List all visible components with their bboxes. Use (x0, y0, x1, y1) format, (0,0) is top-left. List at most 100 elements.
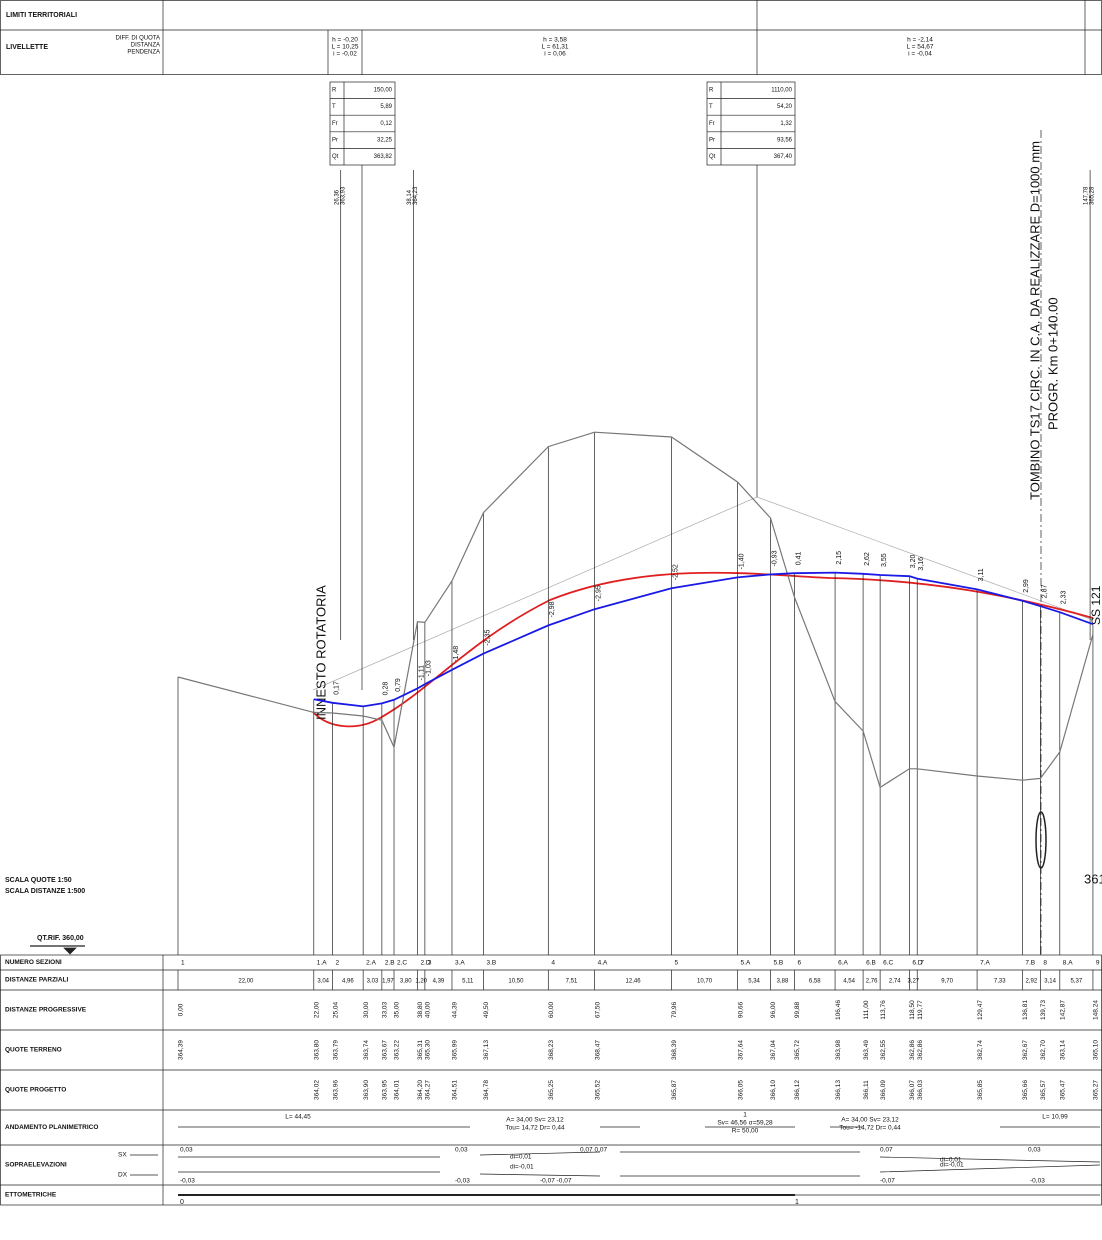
progressive-distance: 139,73 (1040, 1000, 1047, 1020)
gradient-value: L = 10,25 (331, 44, 358, 51)
ground-elevation: 368,23 (548, 1040, 555, 1060)
section-number: 8.A (1063, 960, 1073, 967)
section-number: 2.C (397, 960, 407, 967)
progressive-distance: 129,47 (977, 1000, 984, 1020)
partial-distance: 4,39 (433, 979, 445, 985)
row-label: QUOTE PROGETTO (5, 1087, 66, 1094)
section-number: 6.C (883, 960, 893, 967)
design-elevation: 365,27 (1093, 1080, 1100, 1100)
section-number: 6 (797, 960, 801, 967)
header-sublabel: DISTANZA (131, 43, 160, 49)
ground-elevation: 363,80 (314, 1040, 321, 1060)
profile-drawing: LIMITI TERRITORIALI LIVELLETTE INNESTO R… (0, 0, 1102, 1240)
partial-distance: 5,34 (748, 979, 760, 985)
ground-elevation: 363,79 (332, 1040, 339, 1060)
ground-elevation: 364,39 (178, 1040, 185, 1060)
ground-elevation: 367,64 (737, 1040, 744, 1060)
partial-distance: 1,20 (415, 979, 427, 985)
section-number: 8 (1043, 960, 1047, 967)
partial-distance: 5,11 (462, 979, 474, 985)
progressive-distance: 142,87 (1060, 1000, 1067, 1020)
design-elevation: 365,52 (594, 1080, 601, 1100)
curve-param: Pr (332, 137, 338, 143)
design-elevation: 365,25 (548, 1080, 555, 1100)
design-elevation: 365,47 (1060, 1080, 1067, 1100)
section-number: 3.A (455, 960, 465, 967)
curve-value: 32,25 (377, 137, 393, 143)
gradient-value: i = 0,06 (544, 51, 566, 58)
design-elevation: 364,78 (483, 1080, 490, 1100)
partial-distance: 5,37 (1071, 979, 1083, 985)
scale-label: SCALA DISTANZE 1:500 (5, 888, 85, 895)
elevation-difference: 3,20 (910, 554, 917, 568)
alignment-text: A= 34,00 Sv= 23,12 (506, 1117, 564, 1124)
row-sublabel: DX (118, 1172, 128, 1179)
design-elevation: 364,01 (394, 1080, 401, 1100)
header-label: LIVELLETTE (6, 44, 48, 51)
gradient-value: L = 54,67 (906, 44, 933, 51)
annotation: SS 121 (1089, 585, 1102, 625)
section-number: 1 (181, 960, 185, 967)
design-elevation: 364,51 (452, 1080, 459, 1100)
design-elevation: 366,10 (770, 1080, 777, 1100)
curve-param: R (332, 88, 337, 94)
header-sublabel: PENDENZA (127, 50, 160, 56)
alignment-text: L= 10,99 (1042, 1114, 1068, 1121)
design-elevation: 363,96 (332, 1080, 339, 1100)
curve-param: T (709, 104, 713, 110)
partial-distance: 3,14 (1044, 979, 1056, 985)
ground-elevation: 367,13 (483, 1040, 490, 1060)
row-label: QUOTE TERRENO (5, 1047, 62, 1054)
design-elevation: 366,09 (880, 1080, 887, 1100)
curve-value: 363,82 (374, 154, 393, 160)
partial-distance: 1,97 (382, 979, 394, 985)
superelevation-text: 0,03 (455, 1147, 468, 1154)
ground-elevation: 367,04 (770, 1040, 777, 1060)
design-elevation: 365,87 (671, 1080, 678, 1100)
elevation-difference: 0,17 (333, 681, 340, 695)
superelevation-text: di=-0,01 (510, 1164, 534, 1171)
section-number: 7 (920, 960, 924, 967)
curve-param: Qt (332, 154, 339, 160)
ground-elevation: 362,67 (1022, 1040, 1029, 1060)
elevation-difference: 2,15 (836, 551, 843, 565)
superelevation-text: -0,07 -0,07 (540, 1178, 572, 1185)
ground-elevation: 368,39 (671, 1040, 678, 1060)
design-elevation: 364,20 (417, 1080, 424, 1100)
ground-elevation: 365,10 (1093, 1040, 1100, 1060)
progressive-distance: 49,50 (483, 1001, 490, 1018)
annotation: TOMBINO TS17 CIRC. IN C.A. DA REALIZZARE… (1027, 141, 1042, 500)
elevation-difference: -0,93 (771, 550, 778, 566)
section-number: 5.A (741, 960, 751, 967)
partial-distance: 10,50 (508, 979, 524, 985)
section-number: 7.A (980, 960, 990, 967)
elevation-difference: -2,95 (595, 585, 602, 601)
ground-elevation: 365,99 (452, 1040, 459, 1060)
progressive-distance: 106,46 (835, 1000, 842, 1020)
curve-value: 93,56 (777, 137, 793, 143)
superelevation-text: -0,07 (880, 1178, 895, 1185)
header-label: LIMITI TERRITORIALI (6, 12, 77, 19)
progressive-distance: 118,50 (909, 1000, 916, 1020)
partial-distance: 6,58 (809, 979, 821, 985)
curve-value: 1,32 (780, 121, 792, 127)
vertex-label: 363,93 (340, 186, 346, 205)
partial-distance: 9,70 (941, 979, 953, 985)
curve-param: R (709, 88, 714, 94)
red-profile (313, 573, 1093, 727)
elevation-difference: -2,98 (549, 601, 556, 617)
section-number: 4 (551, 960, 555, 967)
alignment-text: R= 50,00 (732, 1128, 759, 1135)
partial-distance: 7,33 (994, 979, 1006, 985)
partial-distance: 2,76 (866, 979, 878, 985)
ground-elevation: 363,74 (363, 1040, 370, 1060)
progressive-distance: 96,00 (770, 1001, 777, 1018)
elevation-difference: 3,16 (918, 557, 925, 571)
partial-distance: 4,54 (843, 979, 855, 985)
row-sublabel: SX (118, 1152, 127, 1159)
partial-distance: 4,96 (342, 979, 354, 985)
ground-elevation: 362,55 (880, 1040, 887, 1060)
hectometric-label: 1 (795, 1199, 799, 1206)
elevation-difference: 0,79 (395, 678, 402, 692)
elevation-difference: 2,99 (1023, 579, 1030, 593)
